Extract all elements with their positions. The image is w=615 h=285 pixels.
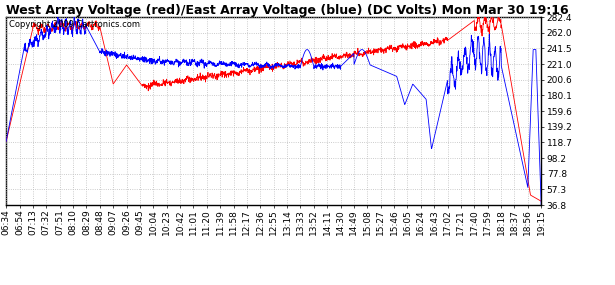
- Text: West Array Voltage (red)/East Array Voltage (blue) (DC Volts) Mon Mar 30 19:16: West Array Voltage (red)/East Array Volt…: [6, 4, 569, 17]
- Text: Copyright 2009 Cartronics.com: Copyright 2009 Cartronics.com: [9, 20, 140, 29]
